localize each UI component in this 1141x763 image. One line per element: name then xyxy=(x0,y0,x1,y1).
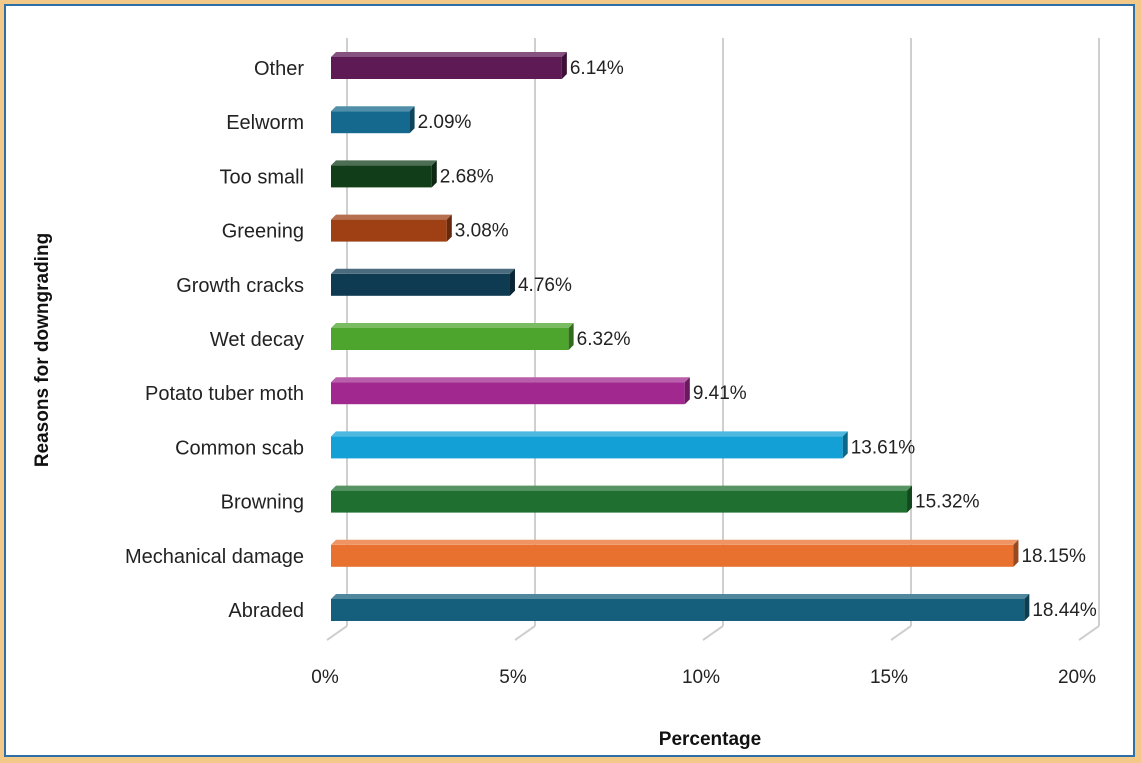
x-tick-label: 0% xyxy=(311,667,339,688)
bar-top xyxy=(331,52,567,57)
data-label: 4.76% xyxy=(518,275,572,296)
bar-top xyxy=(331,485,913,491)
bar-front xyxy=(331,436,843,459)
bar-top xyxy=(331,377,690,383)
x-tick-label: 20% xyxy=(1058,667,1096,688)
bar-front xyxy=(331,382,685,405)
bar-side xyxy=(684,377,690,405)
bar-front xyxy=(331,165,432,188)
category-label: Mechanical damage xyxy=(125,546,304,568)
value-labels: 18.44% 18.15% 15.32% 13.61% 9.41% 6.32% 4.76% 3… xyxy=(418,58,1097,621)
bar-top xyxy=(331,268,515,274)
bar-side xyxy=(561,52,567,79)
gridline-floor xyxy=(702,625,724,641)
bar xyxy=(331,377,690,405)
bar-top xyxy=(331,431,848,437)
x-tick-label: 5% xyxy=(499,667,527,688)
bar-top xyxy=(331,214,452,220)
bar-top xyxy=(331,106,415,112)
data-label: 2.68% xyxy=(440,166,494,187)
bar xyxy=(331,52,567,79)
bars xyxy=(331,52,1030,621)
bar-front xyxy=(331,57,562,79)
gridline-floor xyxy=(890,625,912,641)
category-label: Growth cracks xyxy=(176,275,304,297)
data-label: 13.61% xyxy=(851,437,916,458)
bar-side xyxy=(842,431,848,459)
category-label: Potato tuber moth xyxy=(145,383,304,405)
data-label: 6.14% xyxy=(570,58,624,79)
bar-side xyxy=(1024,594,1030,621)
category-labels: Abraded Mechanical damage Browning Common s… xyxy=(125,58,304,622)
bar xyxy=(331,539,1019,567)
bar-side xyxy=(568,323,574,350)
bar-side xyxy=(409,106,415,134)
category-label: Browning xyxy=(221,492,304,514)
gridlines xyxy=(326,38,1100,641)
bar-side xyxy=(446,214,452,242)
bar xyxy=(331,323,574,350)
y-axis-title: Reasons for downgrading xyxy=(32,233,53,467)
x-tick-label: 10% xyxy=(682,667,720,688)
category-label: Common scab xyxy=(175,437,304,459)
category-label: Other xyxy=(254,58,304,80)
x-tick-labels: 0% 5% 10% 15% 20% xyxy=(311,667,1096,688)
category-label: Greening xyxy=(222,221,304,243)
bar xyxy=(331,485,913,513)
bar xyxy=(331,594,1030,621)
data-label: 2.09% xyxy=(418,112,472,133)
bar xyxy=(331,431,848,459)
bar-front xyxy=(331,273,510,296)
bar-top xyxy=(331,323,574,328)
bar-top xyxy=(331,539,1019,545)
x-tick-label: 15% xyxy=(870,667,908,688)
category-label: Too small xyxy=(220,166,304,188)
gridline-floor xyxy=(514,625,536,641)
data-label: 15.32% xyxy=(915,492,980,513)
data-label: 6.32% xyxy=(577,329,631,350)
bar-front xyxy=(331,599,1025,621)
bar xyxy=(331,106,415,134)
bar-side xyxy=(431,160,437,188)
category-label: Abraded xyxy=(228,600,304,622)
data-label: 3.08% xyxy=(455,221,509,242)
bar xyxy=(331,268,515,296)
bar-top xyxy=(331,160,437,166)
bar-front xyxy=(331,490,908,513)
bar-front xyxy=(331,111,410,134)
bar-top xyxy=(331,594,1030,599)
bar-front xyxy=(331,328,569,350)
bar xyxy=(331,214,452,242)
data-label: 18.44% xyxy=(1032,600,1097,621)
category-label: Wet decay xyxy=(210,329,304,351)
gridline-floor xyxy=(326,625,348,641)
bar-side xyxy=(1013,539,1019,567)
category-label: Eelworm xyxy=(226,112,304,134)
data-label: 9.41% xyxy=(693,383,747,404)
bar xyxy=(331,160,437,188)
bar-front xyxy=(331,544,1014,567)
x-axis-title: Percentage xyxy=(659,729,761,750)
data-label: 18.15% xyxy=(1021,546,1086,567)
bar-front xyxy=(331,219,447,242)
gridline-floor xyxy=(1078,625,1100,641)
bar-side xyxy=(509,268,515,296)
bar-side xyxy=(907,485,913,513)
